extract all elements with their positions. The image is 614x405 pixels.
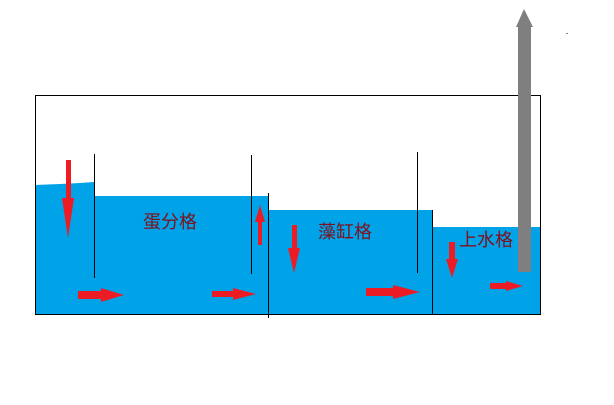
arrow-right-icon (78, 288, 124, 302)
arrow-right-icon (490, 281, 523, 291)
arrow-right-icon (212, 288, 256, 300)
tank-outline (35, 95, 541, 315)
baffles (94, 152, 433, 318)
refugium-section-label: 藻缸格 (318, 222, 372, 243)
arrow-down-icon (288, 225, 300, 273)
arrow-up-icon (255, 205, 265, 245)
arrow-right-icon (366, 285, 420, 299)
arrow-down-icon (446, 242, 458, 278)
flow-arrows (62, 160, 523, 302)
pipe-body (518, 27, 531, 272)
arrow-down-icon (62, 160, 74, 238)
return-section-label: 上水格 (459, 230, 513, 251)
stray-mark (566, 33, 568, 34)
water-inlet-section (35, 182, 94, 314)
pipe-arrow-up-icon (516, 9, 533, 27)
return-pipe (516, 9, 533, 272)
skimmer-section-label: 蛋分格 (143, 212, 197, 233)
